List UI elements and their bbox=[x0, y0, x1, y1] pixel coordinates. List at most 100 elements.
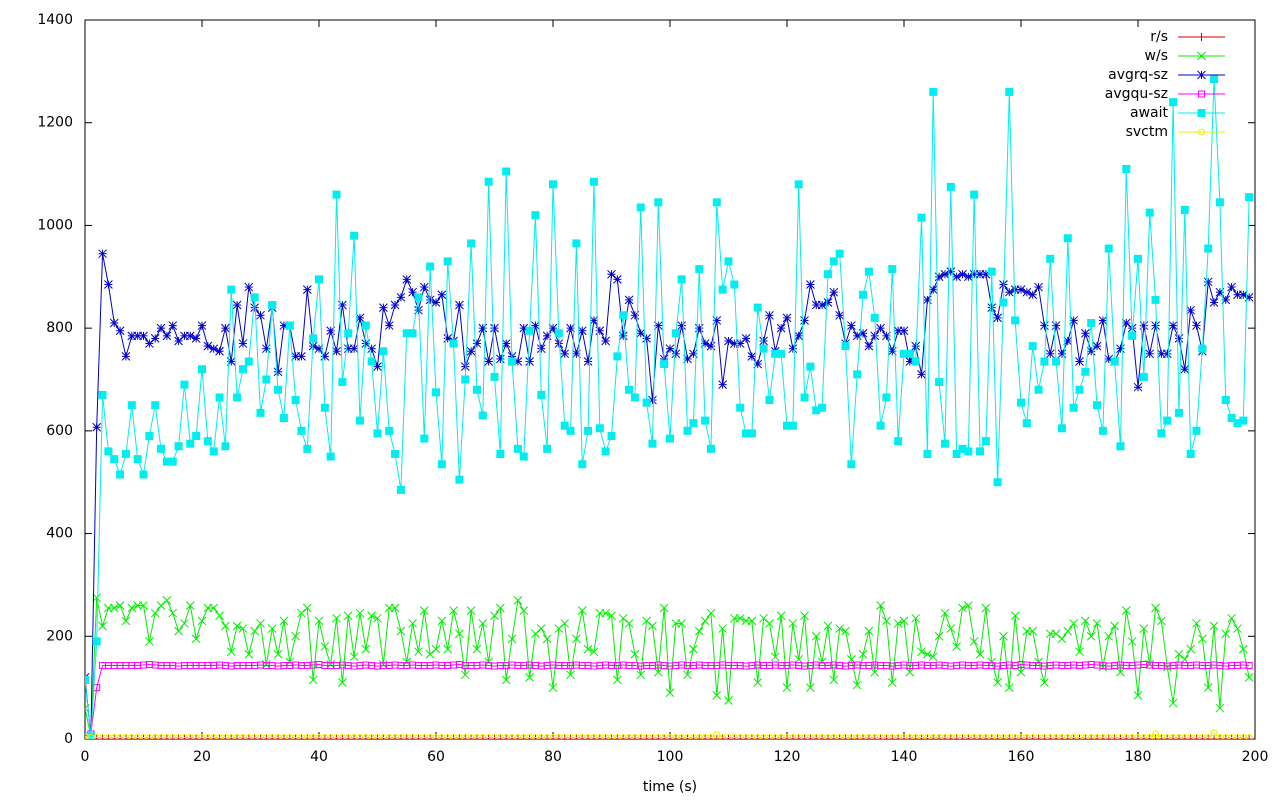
point-stroke bbox=[969, 637, 979, 646]
point bbox=[1092, 619, 1102, 628]
point bbox=[619, 735, 628, 739]
point bbox=[121, 616, 131, 626]
point-shape bbox=[841, 342, 850, 351]
point-stroke bbox=[542, 634, 552, 644]
point bbox=[987, 735, 996, 739]
point-shape bbox=[1139, 372, 1148, 381]
point bbox=[238, 624, 248, 633]
point bbox=[689, 419, 698, 428]
point bbox=[297, 352, 306, 361]
point bbox=[349, 652, 359, 662]
point-shape bbox=[1151, 295, 1160, 304]
point bbox=[694, 626, 704, 636]
point bbox=[578, 735, 587, 739]
point-stroke bbox=[577, 606, 587, 615]
point bbox=[484, 357, 494, 366]
point-stroke bbox=[1075, 357, 1084, 366]
point-stroke bbox=[765, 310, 774, 320]
point-stroke bbox=[144, 339, 154, 348]
point-stroke bbox=[999, 631, 1008, 641]
point-stroke bbox=[636, 670, 646, 680]
point bbox=[1052, 357, 1061, 366]
point-stroke bbox=[823, 298, 833, 307]
point bbox=[197, 321, 207, 330]
point-shape bbox=[660, 360, 669, 369]
point bbox=[595, 424, 604, 433]
point-stroke bbox=[273, 367, 283, 377]
point bbox=[185, 601, 195, 610]
point bbox=[841, 735, 850, 739]
point bbox=[964, 735, 973, 739]
point bbox=[624, 619, 634, 628]
y-tick-label: 400 bbox=[46, 526, 73, 542]
point-stroke bbox=[887, 678, 897, 687]
point bbox=[244, 357, 253, 366]
point bbox=[970, 735, 979, 739]
point-shape bbox=[1215, 198, 1224, 207]
point-shape bbox=[1145, 208, 1154, 217]
point-stroke bbox=[226, 647, 236, 657]
point-stroke bbox=[185, 601, 195, 610]
point-stroke bbox=[98, 621, 107, 631]
point bbox=[554, 339, 564, 348]
point bbox=[1139, 735, 1148, 739]
point-shape bbox=[1028, 342, 1037, 351]
point bbox=[671, 329, 680, 338]
point-shape bbox=[297, 426, 306, 435]
point-stroke bbox=[437, 616, 447, 626]
point-stroke bbox=[1192, 321, 1201, 330]
point bbox=[525, 735, 534, 739]
point-shape bbox=[1210, 75, 1219, 84]
point bbox=[1069, 619, 1079, 628]
point bbox=[853, 370, 862, 379]
point-shape bbox=[543, 444, 552, 453]
point-stroke bbox=[993, 678, 1002, 687]
point bbox=[776, 323, 786, 333]
point bbox=[1244, 673, 1254, 682]
point bbox=[431, 298, 441, 307]
point bbox=[484, 735, 493, 739]
point bbox=[373, 613, 382, 623]
point-stroke bbox=[829, 287, 839, 297]
point bbox=[1227, 735, 1236, 739]
point-shape bbox=[940, 439, 949, 448]
point bbox=[566, 426, 575, 435]
point bbox=[156, 601, 166, 610]
point-shape bbox=[408, 329, 417, 338]
point bbox=[1245, 662, 1253, 670]
point bbox=[537, 735, 546, 739]
point bbox=[1163, 416, 1172, 425]
point-shape bbox=[560, 421, 569, 430]
point bbox=[706, 735, 715, 739]
point-stroke bbox=[794, 331, 804, 341]
point bbox=[677, 275, 686, 284]
point bbox=[455, 735, 464, 739]
point bbox=[911, 341, 921, 351]
point bbox=[928, 652, 938, 662]
point-stroke bbox=[466, 606, 476, 615]
point-stroke bbox=[256, 310, 265, 320]
point bbox=[279, 616, 289, 626]
point bbox=[747, 616, 757, 626]
point bbox=[402, 275, 412, 284]
point bbox=[209, 735, 218, 739]
point-stroke bbox=[1151, 321, 1160, 330]
point bbox=[700, 616, 710, 626]
point bbox=[344, 329, 353, 338]
point bbox=[139, 470, 148, 479]
point bbox=[999, 631, 1008, 641]
point-stroke bbox=[478, 619, 488, 628]
point bbox=[437, 616, 447, 626]
point bbox=[660, 360, 669, 369]
point bbox=[1122, 735, 1131, 739]
point-shape bbox=[98, 390, 107, 399]
point-stroke bbox=[443, 644, 453, 654]
point bbox=[180, 619, 189, 628]
point-stroke bbox=[1040, 678, 1049, 687]
point-stroke bbox=[1174, 649, 1184, 659]
point-shape bbox=[929, 87, 938, 96]
point-shape bbox=[104, 447, 113, 456]
point-stroke bbox=[168, 608, 178, 618]
point-stroke bbox=[531, 629, 540, 639]
point-stroke bbox=[1244, 673, 1254, 682]
